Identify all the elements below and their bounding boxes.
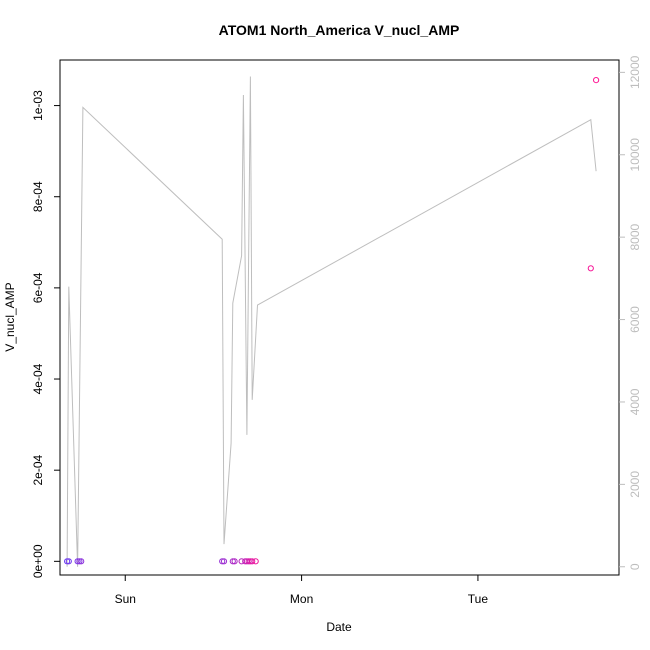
data-point bbox=[74, 558, 81, 565]
y-tick-label: 8e-04 bbox=[31, 181, 45, 212]
x-tick-label: Sun bbox=[115, 592, 136, 606]
data-point bbox=[229, 558, 236, 565]
y-tick-label: 0e+00 bbox=[31, 544, 45, 578]
data-point bbox=[219, 558, 226, 565]
series-line-0 bbox=[66, 76, 597, 567]
y-axis: 0e+00 2e-04 4e-04 6e-04 8e-04 1e-03 bbox=[31, 90, 61, 578]
y-tick-label: 2e-04 bbox=[31, 455, 45, 486]
x-tick-label: Mon bbox=[290, 592, 313, 606]
data-point bbox=[231, 558, 238, 565]
line-series bbox=[66, 76, 597, 567]
plot-frame bbox=[59, 59, 620, 576]
data-point bbox=[220, 558, 228, 565]
data-point bbox=[65, 558, 72, 565]
y-right-tick-label: 8000 bbox=[628, 223, 642, 250]
y-right-tick-label: 12000 bbox=[628, 55, 642, 89]
y-right-axis: 0 2000 4000 6000 8000 10000 12000 bbox=[619, 55, 642, 570]
y-right-tick-label: 6000 bbox=[628, 306, 642, 333]
data-point bbox=[587, 265, 594, 272]
data-point bbox=[249, 558, 256, 565]
point-series bbox=[64, 77, 600, 565]
x-axis: Sun Mon Tue bbox=[115, 574, 489, 606]
y-right-tick-label: 0 bbox=[628, 563, 642, 570]
y-tick-label: 4e-04 bbox=[31, 363, 45, 394]
data-point bbox=[245, 558, 252, 565]
y-tick-label: 1e-03 bbox=[31, 90, 45, 121]
x-tick-label: Tue bbox=[468, 592, 489, 606]
y-tick-label: 6e-04 bbox=[31, 272, 45, 303]
data-point bbox=[76, 558, 83, 565]
data-point bbox=[64, 558, 71, 565]
y-axis-label: V_nucl_AMP bbox=[3, 282, 17, 351]
chart-title: ATOM1 North_America V_nucl_AMP bbox=[219, 22, 460, 38]
data-point bbox=[252, 558, 259, 565]
y-right-tick-label: 2000 bbox=[628, 471, 642, 498]
x-axis-label: Date bbox=[326, 620, 352, 634]
y-right-tick-label: 4000 bbox=[628, 388, 642, 415]
data-point bbox=[593, 77, 600, 84]
y-right-tick-label: 10000 bbox=[628, 138, 642, 172]
data-point bbox=[78, 558, 85, 565]
